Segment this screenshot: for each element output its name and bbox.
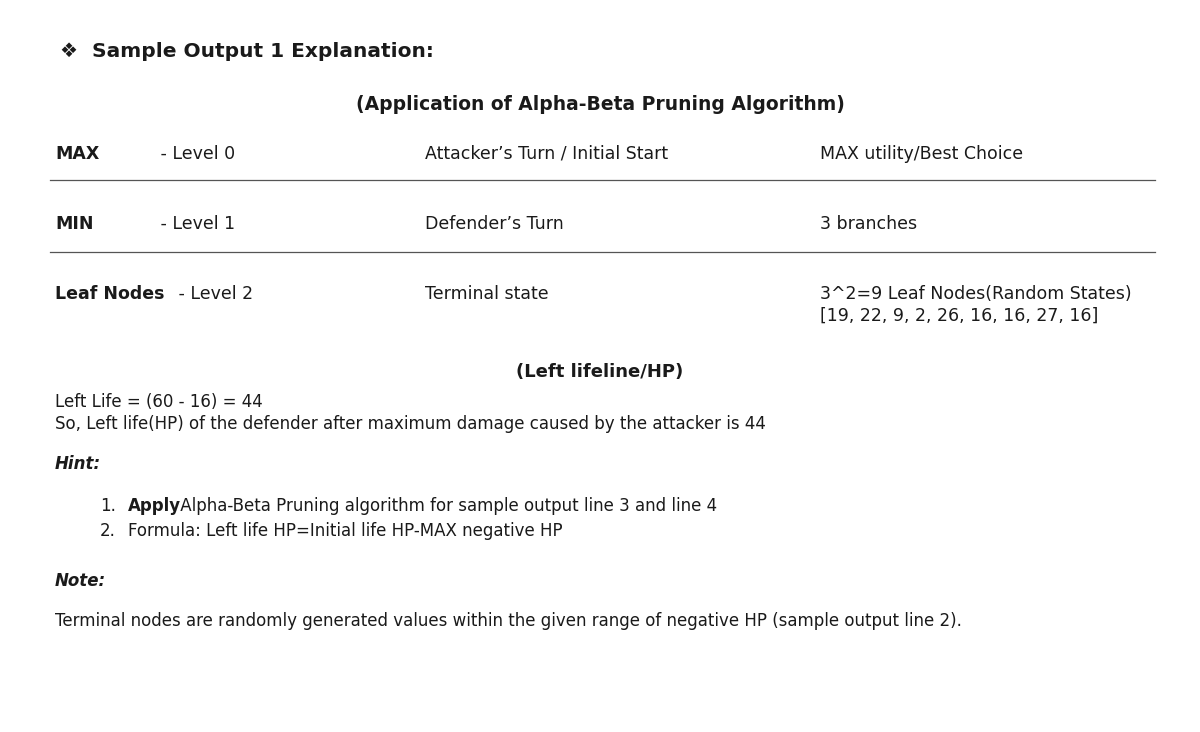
Text: 3 branches: 3 branches — [820, 215, 917, 233]
Text: [19, 22, 9, 2, 26, 16, 16, 27, 16]: [19, 22, 9, 2, 26, 16, 16, 27, 16] — [820, 307, 1098, 325]
Text: Leaf Nodes: Leaf Nodes — [55, 285, 164, 303]
Text: MIN: MIN — [55, 215, 94, 233]
Text: (Left lifeline/HP): (Left lifeline/HP) — [516, 363, 684, 381]
Text: 1.: 1. — [100, 497, 116, 515]
Text: (Application of Alpha-Beta Pruning Algorithm): (Application of Alpha-Beta Pruning Algor… — [355, 95, 845, 114]
Text: - Level 0: - Level 0 — [155, 145, 235, 163]
Text: Formula: Left life HP=Initial life HP-MAX negative HP: Formula: Left life HP=Initial life HP-MA… — [128, 522, 563, 540]
Text: 2.: 2. — [100, 522, 116, 540]
Text: - Level 1: - Level 1 — [155, 215, 235, 233]
Text: ❖  Sample Output 1 Explanation:: ❖ Sample Output 1 Explanation: — [60, 42, 434, 61]
Text: Left Life = (60 - 16) = 44: Left Life = (60 - 16) = 44 — [55, 393, 263, 411]
Text: Defender’s Turn: Defender’s Turn — [425, 215, 564, 233]
Text: MAX: MAX — [55, 145, 100, 163]
Text: Alpha-Beta Pruning algorithm for sample output line 3 and line 4: Alpha-Beta Pruning algorithm for sample … — [175, 497, 718, 515]
Text: MAX utility/Best Choice: MAX utility/Best Choice — [820, 145, 1024, 163]
Text: Hint:: Hint: — [55, 455, 101, 473]
Text: Terminal state: Terminal state — [425, 285, 548, 303]
Text: Apply: Apply — [128, 497, 181, 515]
Text: Attacker’s Turn / Initial Start: Attacker’s Turn / Initial Start — [425, 145, 668, 163]
Text: 3^2=9 Leaf Nodes(Random States): 3^2=9 Leaf Nodes(Random States) — [820, 285, 1132, 303]
Text: Terminal nodes are randomly generated values within the given range of negative : Terminal nodes are randomly generated va… — [55, 612, 962, 630]
Text: Note:: Note: — [55, 572, 106, 590]
Text: So, Left life(HP) of the defender after maximum damage caused by the attacker is: So, Left life(HP) of the defender after … — [55, 415, 766, 433]
Text: - Level 2: - Level 2 — [173, 285, 253, 303]
